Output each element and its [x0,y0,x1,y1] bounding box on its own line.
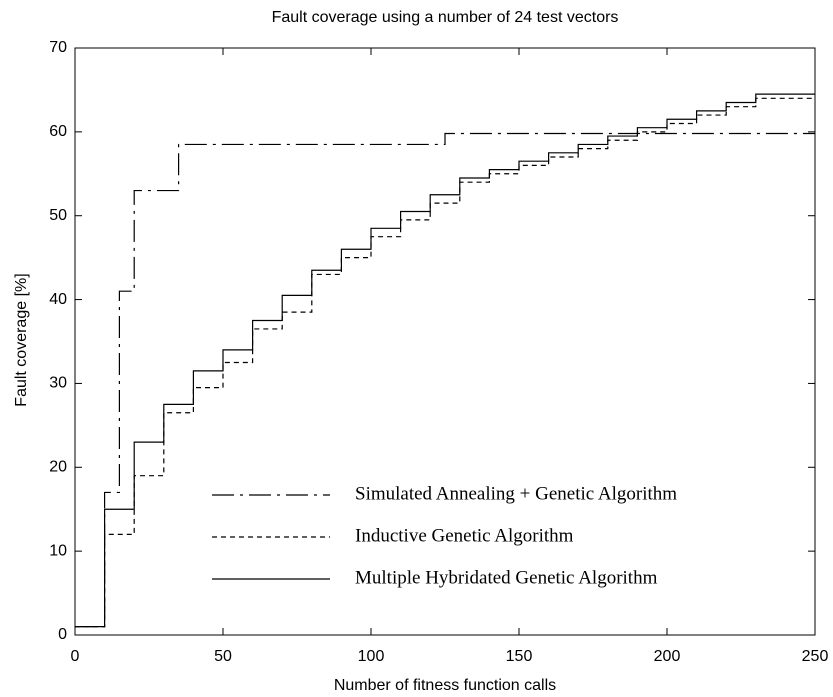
legend-label: Multiple Hybridated Genetic Algorithm [355,567,658,588]
step-line [75,97,815,628]
x-tick-label: 0 [71,648,80,665]
x-axis-label: Number of fitness function calls [334,677,556,694]
y-tick-label: 70 [49,39,67,56]
y-tick-label: 40 [49,291,67,308]
chart-title: Fault coverage using a number of 24 test… [272,9,619,26]
y-tick-label: 30 [49,375,67,392]
step-line [75,132,815,628]
y-axis-label: Fault coverage [%] [13,273,30,406]
y-tick-label: 0 [58,626,67,643]
plot-frame [74,47,816,636]
x-tick-label: 100 [358,648,385,665]
y-tick-label: 10 [49,542,67,559]
y-tick-label: 60 [49,123,67,140]
y-tick-label: 50 [49,207,67,224]
step-line [75,93,815,628]
x-tick-label: 200 [654,648,681,665]
y-tick-label: 20 [49,459,67,476]
legend-label: Simulated Annealing + Genetic Algorithm [355,483,677,504]
x-tick-label: 250 [802,648,829,665]
legend-label: Inductive Genetic Algorithm [355,525,574,546]
x-tick-label: 150 [506,648,533,665]
x-tick-label: 50 [214,648,232,665]
